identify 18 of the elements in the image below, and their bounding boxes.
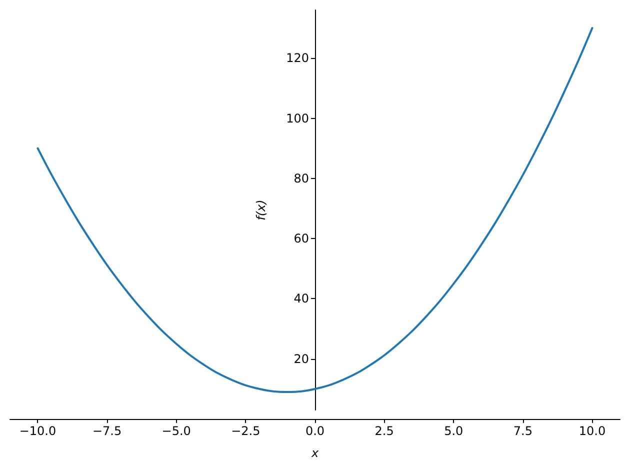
x-axis-title: x xyxy=(310,446,320,460)
y-tick-label: 40 xyxy=(294,292,309,306)
x-tick-label: 0.0 xyxy=(305,424,325,438)
x-tick-label: 2.5 xyxy=(374,424,394,438)
x-tick-label: 7.5 xyxy=(513,424,532,438)
x-tick-label: 5.0 xyxy=(444,424,464,438)
line-series xyxy=(36,27,594,393)
y-tick-label: 60 xyxy=(294,232,309,246)
y-tick-label: 80 xyxy=(294,171,309,186)
x-tick-label: 10.0 xyxy=(578,424,606,438)
x-tick-label: −2.5 xyxy=(231,424,260,438)
x-tick-label: −5.0 xyxy=(162,424,191,438)
y-tick-label: 100 xyxy=(286,111,309,126)
y-tick-label: 20 xyxy=(294,352,309,366)
x-tick-label: −7.5 xyxy=(92,424,122,438)
y-tick-label: 120 xyxy=(286,51,309,66)
x-tick-label: −10.0 xyxy=(19,424,56,438)
y-axis-title: f(x) xyxy=(254,200,268,220)
